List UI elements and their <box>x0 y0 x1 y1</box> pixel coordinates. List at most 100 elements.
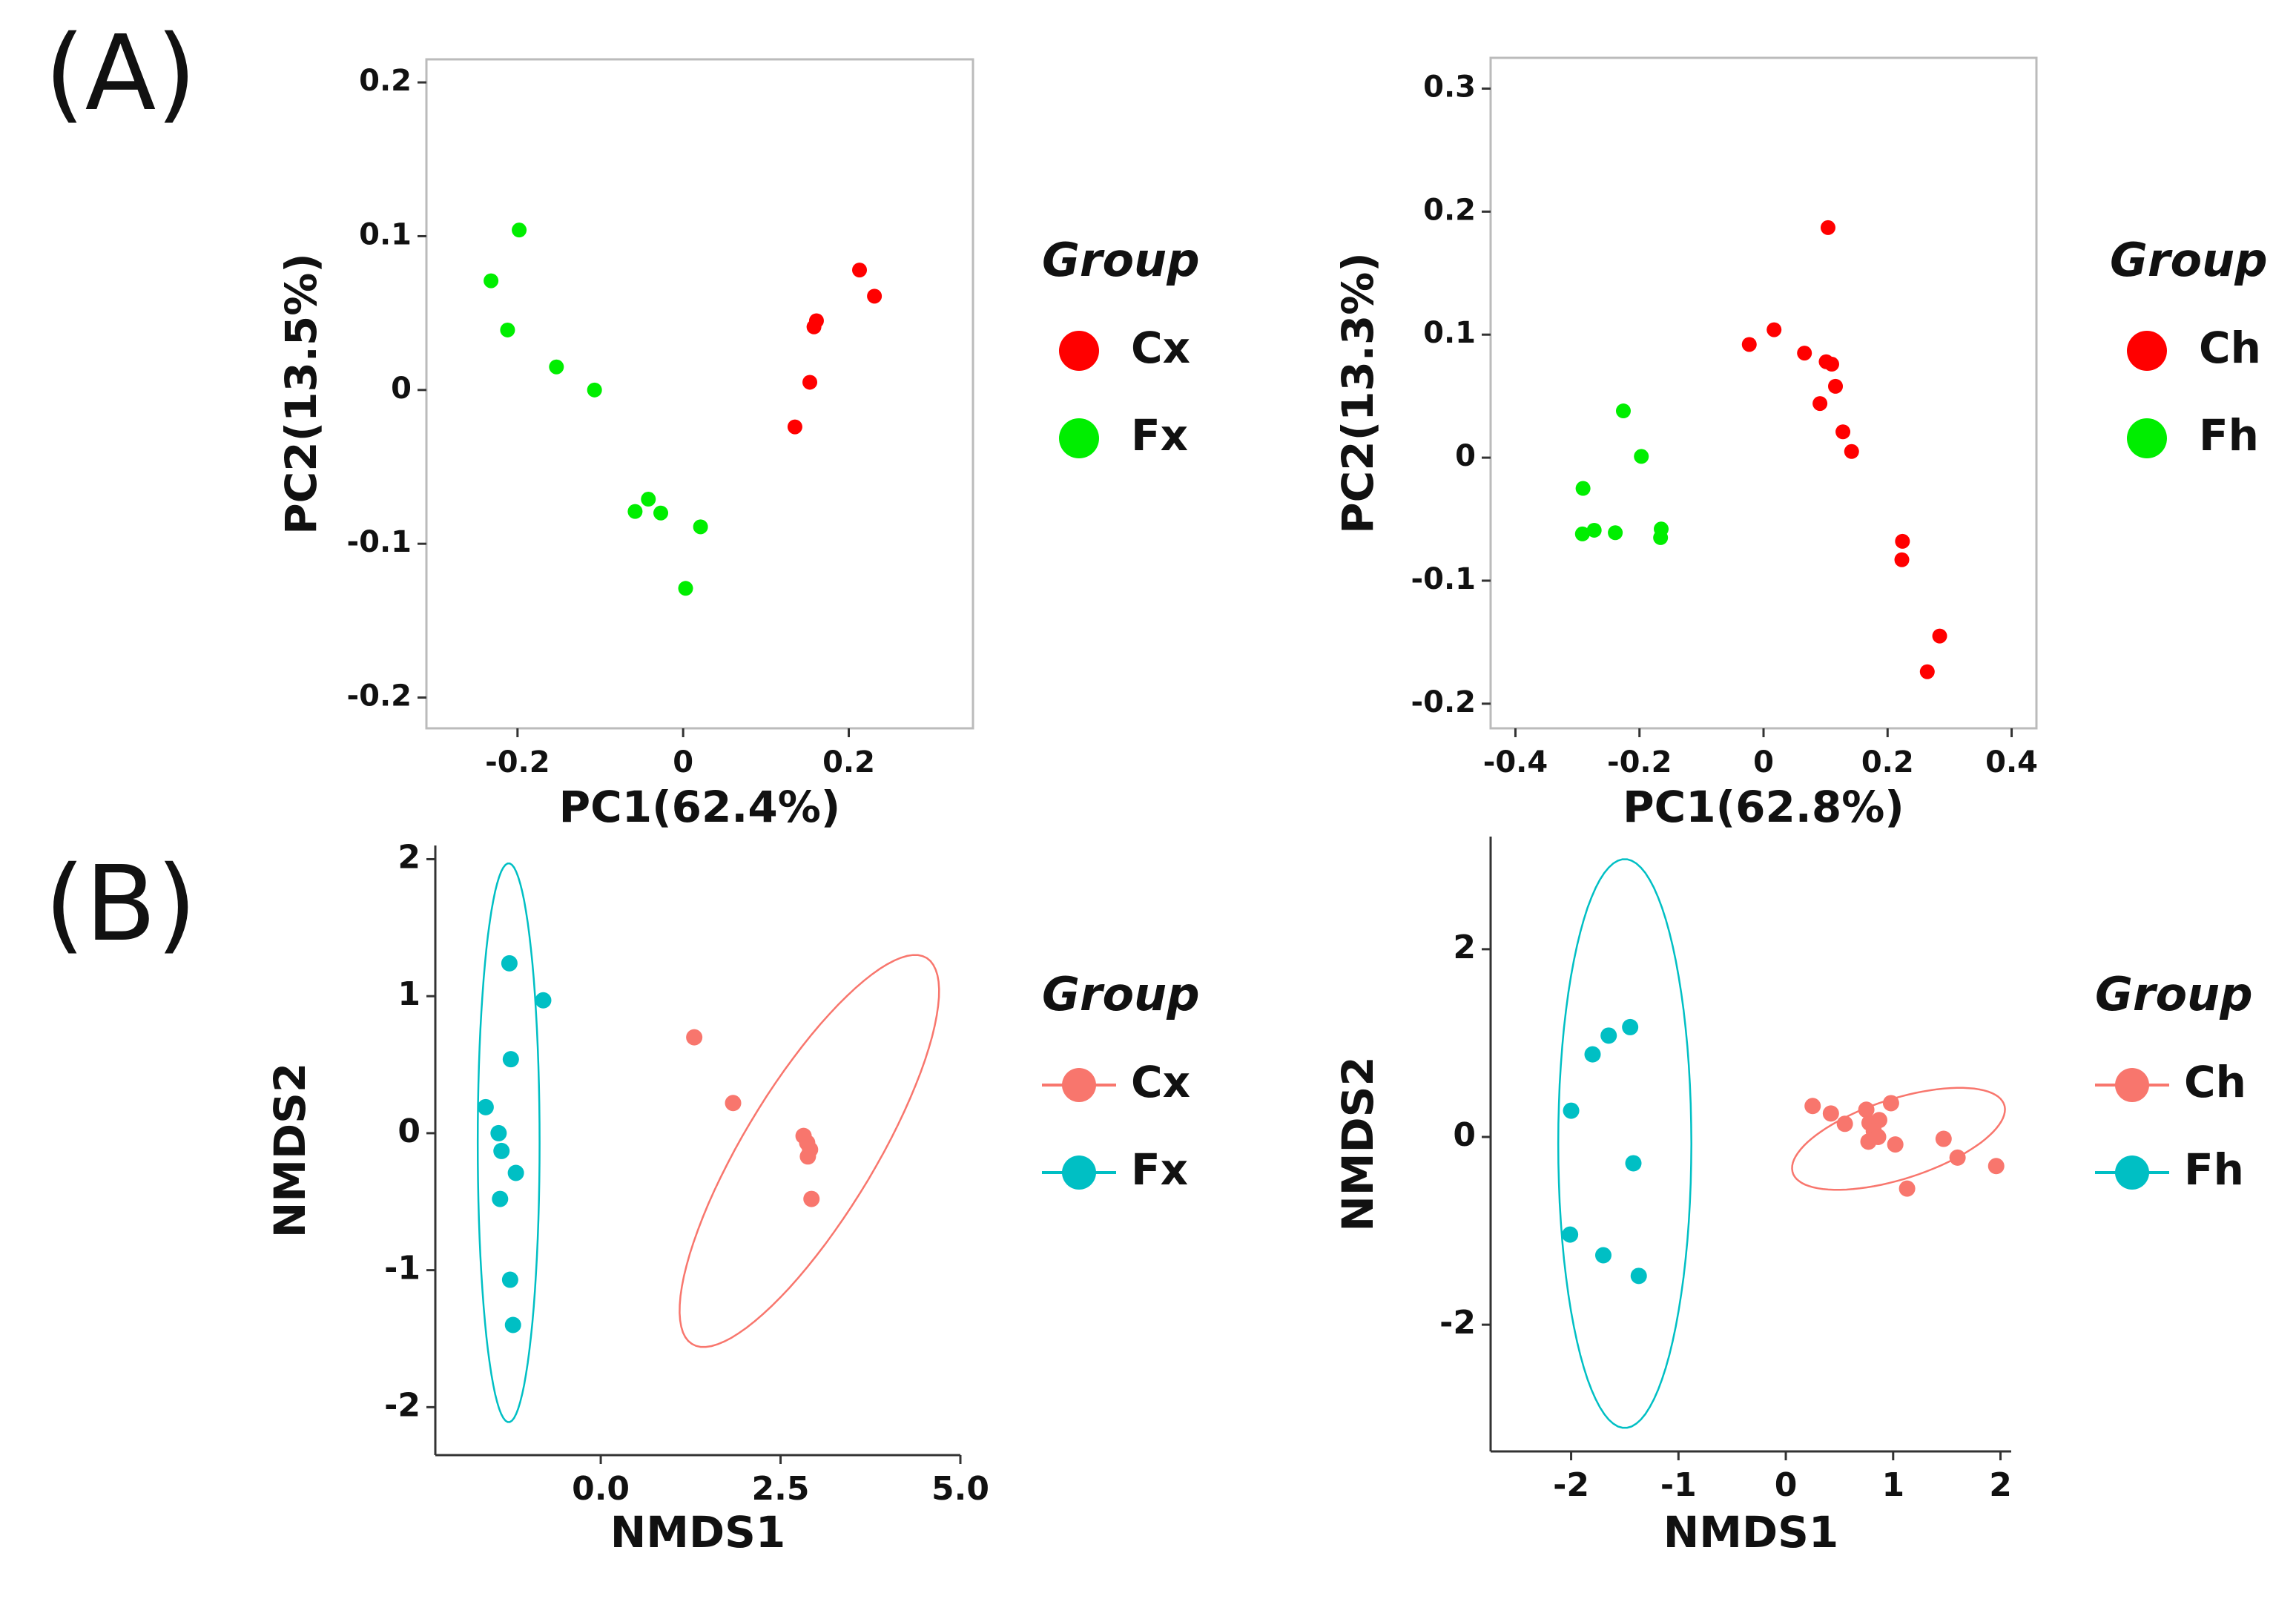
data-point-fx <box>500 322 515 337</box>
data-point-ch <box>1919 664 1935 679</box>
x-tick-label: 0.0 <box>572 1470 630 1508</box>
legend-label-fh: Fh <box>2199 410 2259 461</box>
data-point-cx <box>787 419 802 435</box>
data-point-fh <box>1575 481 1591 496</box>
data-point-ch <box>1899 1180 1916 1197</box>
y-tick-label: -2 <box>384 1386 420 1424</box>
x-tick-label: -1 <box>1660 1466 1697 1504</box>
data-point-fx <box>493 1142 510 1159</box>
data-point-cx <box>803 1190 820 1207</box>
x-axis-label: PC1(62.4%) <box>559 782 841 832</box>
data-point-fx <box>507 1164 524 1181</box>
data-point-fh <box>1574 526 1590 541</box>
y-axis-label: PC2(13.3%) <box>1333 252 1383 534</box>
confidence-ellipse-fx <box>476 862 541 1423</box>
chart-panel-2 <box>1482 56 2167 737</box>
data-point-ch <box>1894 552 1910 567</box>
data-point-fx <box>484 273 499 289</box>
legend-title: Group <box>1042 233 1200 287</box>
legend-key-ch <box>2127 331 2167 371</box>
data-point-ch <box>1882 1095 1899 1112</box>
data-point-fh <box>1562 1226 1579 1243</box>
data-point-fx <box>627 504 643 519</box>
x-tick-label: 0.4 <box>1985 745 2038 779</box>
x-tick-label: 0 <box>1753 745 1774 779</box>
data-point-fh <box>1622 1018 1639 1035</box>
legend-key-fx <box>1059 418 1099 458</box>
data-point-cx <box>686 1029 703 1046</box>
x-tick-label: 0 <box>673 745 693 779</box>
data-point-fh <box>1584 1046 1601 1063</box>
data-point-fx <box>549 359 564 375</box>
data-point-fh <box>1634 449 1649 464</box>
data-point-fx <box>641 492 656 507</box>
data-point-ch <box>1895 533 1910 549</box>
x-tick-label: -0.2 <box>1607 745 1672 779</box>
legend-key-fx <box>1062 1155 1096 1190</box>
data-point-fx <box>512 222 527 238</box>
data-point-fh <box>1600 1027 1617 1044</box>
data-point-ch <box>1836 1115 1853 1133</box>
y-tick-label: -2 <box>1439 1304 1476 1342</box>
panel-label-a: (A) <box>44 13 197 134</box>
y-tick-label: 0 <box>1453 1116 1476 1154</box>
legend-key-cx <box>1059 331 1099 371</box>
y-tick-label: -0.2 <box>347 679 412 713</box>
x-tick-label: 1 <box>1881 1466 1904 1504</box>
data-point-fx <box>477 1098 494 1115</box>
legend-title: Group <box>2095 967 2253 1021</box>
data-point-fx <box>490 1124 507 1141</box>
data-point-ch <box>1887 1136 1904 1153</box>
data-point-ch <box>1987 1158 2005 1175</box>
legend-label-fh: Fh <box>2184 1144 2244 1195</box>
data-point-cx <box>725 1095 742 1112</box>
legend-title: Group <box>1042 967 1200 1021</box>
y-tick-label: -0.2 <box>1411 685 1476 719</box>
x-axis-label: PC1(62.8%) <box>1623 782 1904 832</box>
legend-label-cx: Cx <box>1131 1057 1190 1107</box>
y-tick-label: 0.1 <box>359 217 412 251</box>
data-point-fx <box>501 955 518 972</box>
y-tick-label: -1 <box>384 1250 420 1288</box>
y-tick-label: 2 <box>397 838 420 876</box>
x-tick-label: 2.5 <box>752 1470 810 1508</box>
y-tick-label: 0 <box>397 1112 420 1150</box>
y-tick-label: 2 <box>1453 929 1476 966</box>
y-axis-label: NMDS2 <box>1333 1056 1383 1232</box>
x-tick-label: 0.2 <box>822 745 875 779</box>
data-point-cx <box>802 375 818 390</box>
legend-key-ch <box>2115 1068 2149 1102</box>
data-point-ch <box>1820 220 1835 235</box>
plot-frame <box>1489 56 2038 730</box>
data-point-fx <box>678 581 693 596</box>
x-tick-label: 0 <box>1775 1466 1798 1504</box>
data-point-ch <box>1766 322 1782 337</box>
data-point-fx <box>587 382 602 398</box>
data-point-fx <box>653 505 669 521</box>
data-point-fx <box>502 1051 519 1068</box>
y-tick-label: 0.1 <box>1423 316 1476 350</box>
data-point-ch <box>1828 378 1844 394</box>
data-point-ch <box>1797 346 1812 361</box>
y-tick-label: 0.3 <box>1423 70 1476 104</box>
x-axis-label: NMDS1 <box>1663 1507 1839 1557</box>
legend-key-fh <box>2127 418 2167 458</box>
data-point-ch <box>1935 1130 1952 1147</box>
x-tick-label: 5.0 <box>931 1470 989 1508</box>
x-tick-label: 0.2 <box>1861 745 1914 779</box>
confidence-ellipse-ch <box>1791 1087 2006 1191</box>
y-axis-label: NMDS2 <box>265 1063 315 1239</box>
data-point-ch <box>1835 424 1851 440</box>
confidence-ellipse-cx <box>679 954 940 1348</box>
data-point-ch <box>1844 444 1859 459</box>
y-tick-label: 0.2 <box>1423 193 1476 227</box>
data-point-ch <box>1932 628 1947 644</box>
x-tick-label: -0.4 <box>1483 745 1548 779</box>
data-point-ch <box>1741 337 1757 352</box>
legend-label-cx: Cx <box>1131 323 1190 373</box>
data-point-fh <box>1594 1247 1612 1264</box>
data-point-ch <box>1870 1129 1887 1146</box>
data-point-ch <box>1824 357 1839 372</box>
